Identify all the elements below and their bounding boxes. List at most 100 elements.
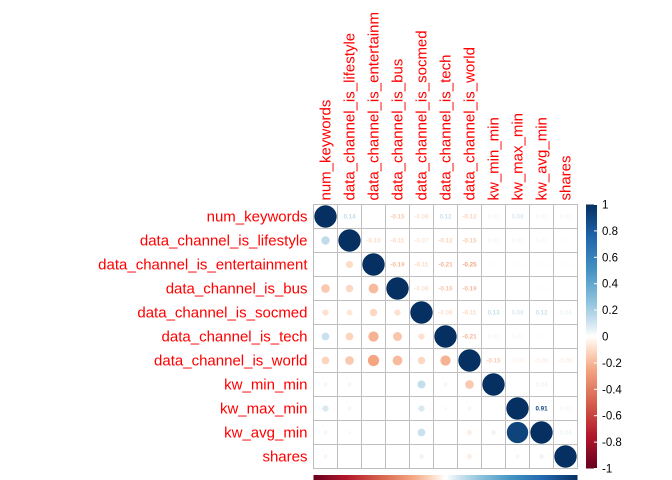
row-label: num_keywords	[207, 209, 308, 226]
correlation-circle	[314, 205, 337, 228]
correlation-value: 0.04	[559, 430, 572, 437]
correlation-value: 0.00	[511, 382, 524, 389]
correlation-circle	[345, 332, 354, 341]
correlation-value: 0.03	[535, 214, 548, 221]
correlation-value: -0.11	[463, 310, 477, 317]
correlation-circle	[417, 428, 426, 437]
correlation-value: 0.00	[559, 382, 572, 389]
correlation-value: -0.05	[534, 358, 549, 365]
correlation-circle	[362, 253, 385, 276]
grid-cell	[385, 396, 410, 421]
correlation-circle	[368, 331, 379, 342]
row-label: data_channel_is_tech	[162, 329, 308, 346]
correlation-value: -0.01	[534, 286, 549, 293]
column-label: shares	[558, 155, 575, 200]
correlation-value: 0.00	[559, 334, 572, 341]
grid-cell	[481, 444, 506, 469]
correlation-circle	[321, 236, 330, 245]
colorbar-tick-label: 1	[602, 200, 608, 212]
correlation-value: 0.08	[511, 310, 524, 317]
correlation-value: -0.10	[366, 238, 381, 245]
correlation-value: -0.19	[390, 262, 405, 269]
number-layer: 0.14 0.00 -0.15 -0.08 0.12 -0.12 0.03 0.08 0.03 0…	[343, 214, 573, 437]
colorbar-tick-label: 0.8	[602, 226, 618, 238]
colorbar-tick-label: -0.2	[602, 358, 622, 370]
correlation-value: 0.01	[487, 262, 500, 269]
correlation-circle	[465, 380, 474, 389]
correlation-circle	[386, 277, 409, 300]
column-label: data_channel_is_bus	[390, 59, 407, 201]
correlation-value: 0.04	[535, 382, 548, 389]
correlation-value: 0.00	[487, 286, 500, 293]
correlation-circle	[434, 325, 457, 348]
correlation-circle	[515, 454, 520, 459]
correlation-value: 0.14	[343, 214, 356, 221]
colorbar-tick-label: -1	[602, 464, 612, 476]
correlation-value: 0.01	[535, 334, 548, 341]
correlation-value: -0.21	[462, 334, 477, 341]
correlation-circle	[467, 406, 472, 411]
row-label: data_channel_is_entertainment	[98, 257, 308, 274]
correlation-circle	[372, 431, 375, 434]
correlation-circle	[482, 373, 505, 396]
correlation-value: 0.04	[559, 310, 572, 317]
grid-layer	[313, 204, 578, 469]
correlation-circle	[372, 383, 375, 386]
correlation-value: 0.08	[511, 214, 524, 221]
correlation-circle	[417, 356, 426, 365]
correlation-circle	[347, 406, 352, 411]
correlation-value: -0.07	[414, 238, 429, 245]
correlation-value: 0.12	[439, 214, 452, 221]
correlation-value: 0.02	[535, 238, 548, 245]
correlation-circle	[467, 430, 472, 435]
colorbar-tick-label: -0.6	[602, 411, 622, 423]
correlation-circle	[345, 356, 354, 365]
correlation-circle	[323, 454, 328, 459]
correlation-value: -0.01	[558, 262, 573, 269]
correlation-circle	[321, 284, 330, 293]
correlation-circle	[554, 445, 577, 468]
correlation-circle	[419, 454, 424, 459]
correlation-value: 0.13	[487, 310, 500, 317]
row-label: kw_max_min	[220, 401, 308, 418]
column-label: kw_avg_min	[534, 117, 551, 200]
bottom-colorbar-strip	[313, 475, 578, 480]
correlation-circle	[418, 405, 425, 412]
row-labels: num_keywords data_channel_is_lifestyledat…	[98, 209, 308, 466]
correlation-circle	[346, 309, 353, 316]
column-label: data_channel_is_lifestyle	[342, 33, 359, 201]
colorbar-tick-label: -0.4	[602, 384, 622, 396]
correlation-circle	[338, 229, 361, 252]
correlation-value: 0.03	[559, 406, 572, 413]
correlation-circle	[530, 421, 553, 444]
column-label: data_channel_is_socmed	[414, 30, 431, 200]
correlation-circle	[323, 430, 328, 435]
correlation-circle	[443, 406, 448, 411]
correlation-circle	[347, 430, 352, 435]
correlation-value: -0.12	[438, 238, 453, 245]
correlation-value: 0.03	[511, 238, 524, 245]
correlation-circle	[394, 309, 401, 316]
correlation-value: -0.08	[414, 214, 429, 221]
correlation-circle	[418, 333, 425, 340]
colorbar-tick-label: 0	[602, 332, 608, 344]
correlation-circle	[368, 283, 379, 294]
grid-cell	[385, 444, 410, 469]
correlation-value: -0.21	[438, 262, 453, 269]
correlation-circle	[348, 455, 351, 458]
correlation-circle	[506, 397, 529, 420]
row-label: kw_avg_min	[224, 425, 307, 442]
column-label: data_channel_is_tech	[438, 55, 455, 201]
row-label: shares	[262, 449, 307, 466]
correlation-value: -0.08	[438, 310, 453, 317]
correlation-value: -0.05	[558, 358, 573, 365]
correlation-circle	[393, 332, 402, 341]
correlation-value: -0.15	[486, 358, 501, 365]
circle-layer	[314, 205, 577, 468]
correlation-value: -0.08	[414, 286, 429, 293]
correlation-value: 0.00	[367, 214, 380, 221]
correlation-circle	[440, 355, 451, 366]
colorbar-tick-label: 0.4	[602, 279, 619, 291]
correlation-value: 0.03	[487, 334, 500, 341]
grid-cell	[481, 396, 506, 421]
